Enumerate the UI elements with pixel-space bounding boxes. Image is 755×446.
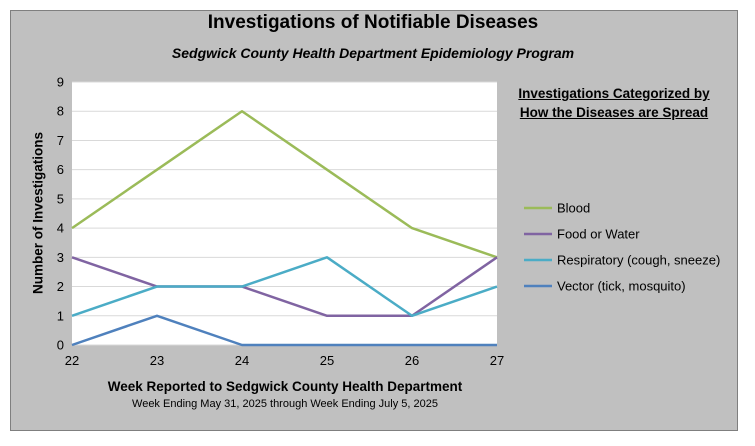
y-tick-label: 3	[57, 250, 64, 265]
y-tick-label: 0	[57, 338, 64, 353]
x-axis-label: Week Reported to Sedgwick County Health …	[107, 379, 463, 394]
y-tick-label: 5	[57, 191, 64, 206]
y-tick-label: 1	[57, 308, 64, 323]
legend-label-4: Vector (tick, mosquito)	[557, 279, 686, 294]
x-tick-label: 27	[490, 353, 504, 368]
series-line-2	[71, 256, 498, 318]
x-tick-label: 24	[235, 353, 249, 368]
y-tick-label: 4	[57, 221, 64, 236]
x-tick-label: 26	[405, 353, 419, 368]
legend-label-1: Blood	[557, 201, 590, 216]
y-tick-label: 7	[57, 133, 64, 148]
legend-title: Investigations Categorized by How the Di…	[518, 86, 710, 120]
legend-label-2: Food or Water	[557, 227, 640, 242]
legend-label-3: Respiratory (cough, sneeze)	[557, 253, 720, 268]
y-tick-label: 6	[57, 162, 64, 177]
x-axis-sublabel: Week Ending May 31, 2025 through Week En…	[132, 398, 438, 410]
y-tick-label: 2	[57, 279, 64, 294]
x-tick-label: 25	[320, 353, 334, 368]
chart-subtitle: Sedgwick County Health Department Epidem…	[171, 45, 575, 61]
x-tick-label: 23	[150, 353, 164, 368]
y-tick-label: 8	[57, 104, 64, 119]
chart-title: Investigations of Notifiable Diseases	[207, 12, 539, 33]
series-line-1	[71, 109, 498, 259]
plot-area	[72, 82, 497, 345]
series-line-4	[71, 314, 497, 347]
x-tick-label: 22	[65, 353, 79, 368]
y-tick-label: 9	[57, 75, 64, 90]
series-line-3	[71, 256, 498, 318]
